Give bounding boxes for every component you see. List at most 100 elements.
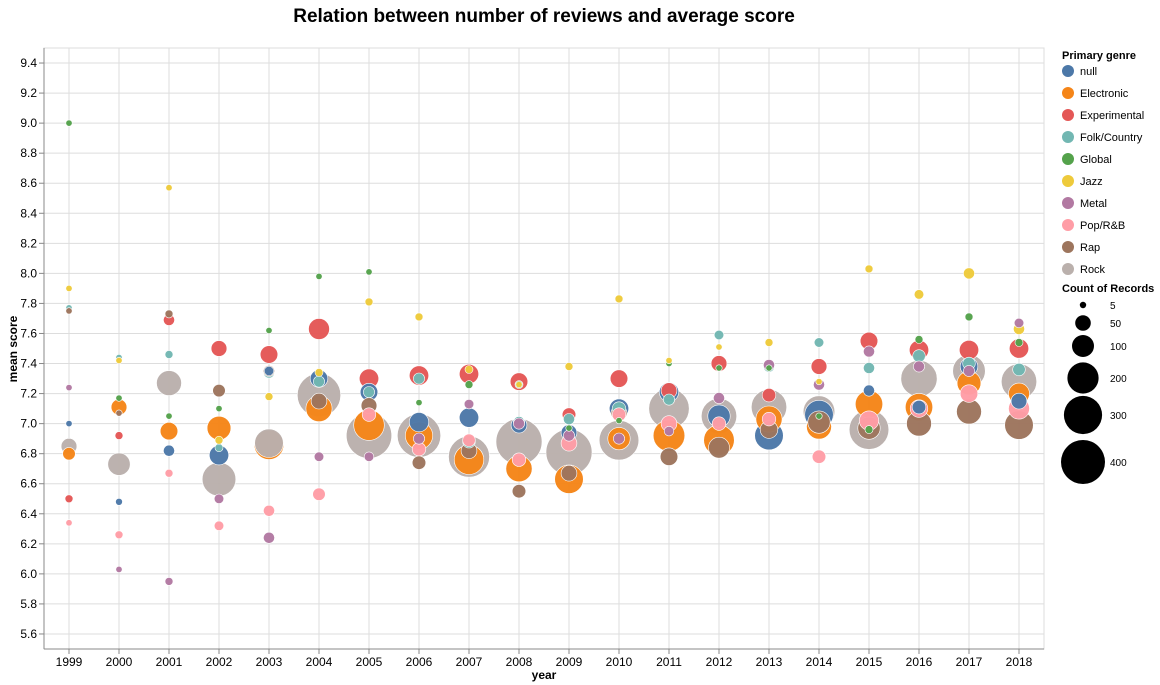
- legend-label: null: [1080, 66, 1097, 78]
- x-tick-label: 2013: [756, 655, 783, 669]
- legend-label: Rap: [1080, 242, 1100, 254]
- point-null: [911, 400, 927, 415]
- x-tick-label: 2014: [806, 655, 833, 669]
- size-legend-circle: [1072, 335, 1094, 357]
- axes: 5.6 5.8 6.0 6.2 6.4 6.6 6.8 7.0 7.2 7.4 7.6 7.8 8.0 8…: [20, 48, 1044, 669]
- point-metal: [513, 417, 525, 430]
- size-legend-label: 100: [1110, 342, 1127, 353]
- point-global: [415, 399, 423, 407]
- size-legend-circle: [1075, 315, 1091, 331]
- point-pop-r-b: [959, 384, 979, 403]
- legend-swatch: [1062, 153, 1074, 165]
- point-null: [458, 407, 479, 428]
- point-global: [165, 412, 173, 420]
- point-jazz: [913, 289, 925, 300]
- point-global: [715, 364, 723, 372]
- x-tick-label: 2011: [656, 655, 682, 669]
- point-experimental: [259, 345, 279, 364]
- point-jazz: [414, 312, 424, 322]
- point-jazz: [665, 356, 673, 364]
- point-jazz: [515, 381, 523, 389]
- point-rap: [65, 307, 73, 315]
- legend-swatch: [1062, 65, 1074, 77]
- y-tick-label: 7.6: [20, 326, 37, 340]
- y-tick-label: 7.0: [20, 417, 37, 431]
- point-metal: [863, 345, 875, 358]
- y-tick-label: 8.0: [20, 266, 37, 280]
- point-jazz: [214, 435, 224, 445]
- point-jazz: [963, 267, 975, 280]
- size-legend-label: 400: [1110, 458, 1127, 469]
- point-global: [115, 394, 123, 402]
- point-global: [265, 326, 273, 334]
- size-legend-circle: [1079, 301, 1087, 309]
- point-pop-r-b: [164, 468, 174, 478]
- point-global: [315, 272, 323, 280]
- point-folk-country: [912, 349, 926, 363]
- point-global: [864, 425, 874, 434]
- point-metal: [613, 432, 625, 445]
- point-metal: [563, 429, 575, 442]
- point-rap: [411, 455, 427, 470]
- point-rap: [212, 384, 226, 398]
- point-rap: [164, 309, 174, 319]
- point-jazz: [165, 184, 173, 192]
- point-jazz: [264, 392, 274, 401]
- point-experimental: [810, 358, 828, 375]
- point-rap: [807, 410, 831, 434]
- size-legend-label: 200: [1110, 374, 1127, 385]
- point-rap: [708, 436, 730, 459]
- x-tick-label: 2012: [706, 655, 733, 669]
- point-folk-country: [713, 329, 725, 341]
- legend-swatch: [1062, 87, 1074, 99]
- size-legend-label: 300: [1110, 411, 1127, 422]
- x-tick-label: 2017: [956, 655, 983, 669]
- point-jazz: [464, 365, 474, 374]
- point-pop-r-b: [361, 407, 377, 422]
- point-experimental: [761, 388, 777, 403]
- point-rap: [115, 409, 123, 417]
- point-global: [914, 335, 924, 344]
- y-tick-label: 6.8: [20, 447, 37, 461]
- point-pop-r-b: [213, 520, 225, 531]
- y-tick-label: 6.4: [20, 507, 37, 521]
- legend-swatch: [1062, 197, 1074, 209]
- point-global: [765, 364, 773, 372]
- legend-label: Folk/Country: [1080, 132, 1143, 144]
- chart-title: Relation between number of reviews and a…: [293, 6, 795, 27]
- point-metal: [115, 565, 123, 573]
- x-tick-label: 2002: [206, 655, 233, 669]
- genre-legend: Primary genre null Electronic Experimental…: [1062, 50, 1144, 276]
- y-tick-label: 7.8: [20, 296, 37, 310]
- x-tick-label: 1999: [56, 655, 83, 669]
- size-legend-circle: [1061, 440, 1105, 484]
- point-folk-country: [214, 443, 224, 453]
- point-rock: [156, 370, 182, 396]
- x-tick-label: 2005: [356, 655, 383, 669]
- point-jazz: [764, 338, 774, 347]
- point-experimental: [64, 494, 74, 504]
- y-tick-label: 5.6: [20, 627, 37, 641]
- point-null: [65, 420, 73, 428]
- point-folk-country: [413, 372, 425, 385]
- point-folk-country: [863, 362, 875, 374]
- point-folk-country: [563, 413, 575, 425]
- point-metal: [463, 399, 475, 410]
- point-metal: [1013, 317, 1025, 329]
- y-tick-label: 9.0: [20, 116, 37, 130]
- point-global: [1014, 338, 1024, 347]
- point-rap: [560, 465, 578, 482]
- point-jazz: [314, 368, 324, 377]
- point-electronic: [62, 447, 76, 461]
- x-tick-label: 2006: [406, 655, 433, 669]
- point-global: [565, 424, 573, 432]
- size-legend-circle: [1063, 395, 1103, 435]
- point-jazz: [614, 294, 624, 304]
- point-metal: [413, 432, 425, 445]
- point-metal: [913, 360, 925, 373]
- x-axis-title: year: [532, 668, 557, 682]
- point-metal: [663, 426, 675, 437]
- point-global: [964, 312, 974, 322]
- x-tick-label: 2007: [456, 655, 483, 669]
